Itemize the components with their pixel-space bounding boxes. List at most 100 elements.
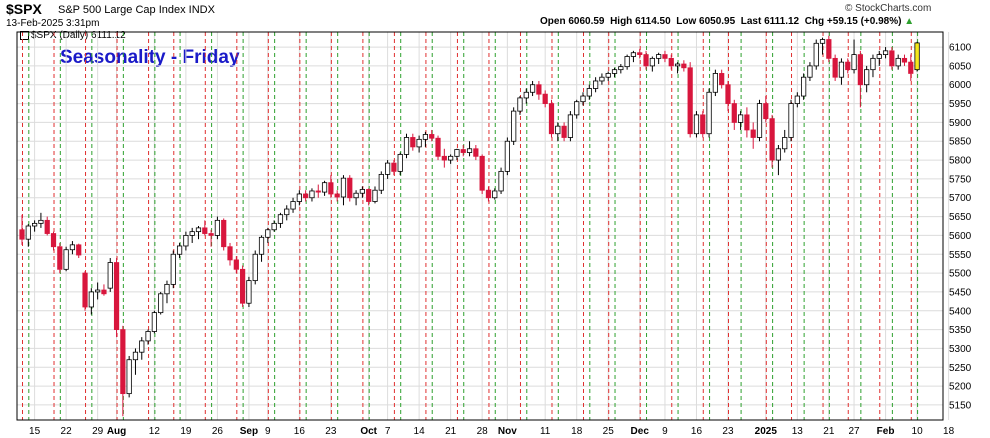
candle — [737, 111, 744, 130]
candle — [158, 291, 164, 315]
candle-body — [183, 235, 189, 247]
candle-body — [706, 91, 712, 135]
chg-value: +59.15 (+0.98%) — [826, 16, 902, 27]
candle-body — [82, 272, 88, 308]
candle — [719, 69, 725, 89]
candle-body — [725, 84, 731, 104]
candle-body — [277, 214, 284, 224]
candle — [624, 54, 630, 70]
candle — [611, 67, 618, 78]
candle-body — [870, 57, 876, 71]
x-tick-label: Nov — [498, 426, 517, 437]
candle-body — [542, 93, 548, 104]
candle — [50, 231, 57, 251]
candle — [511, 107, 517, 146]
x-tick-label: 18 — [943, 426, 955, 437]
x-tick-label: 23 — [325, 426, 337, 437]
candle — [82, 271, 88, 311]
candle-body — [63, 249, 69, 270]
x-tick-label: 15 — [29, 426, 41, 437]
x-tick-label: 25 — [603, 426, 615, 437]
y-tick-label: 6000 — [949, 80, 972, 91]
candle-body — [164, 283, 170, 295]
x-tick-label: 2025 — [755, 426, 778, 437]
x-tick-label: 12 — [149, 426, 161, 437]
candle — [523, 88, 529, 104]
candle — [38, 212, 44, 228]
x-tick-label: 19 — [180, 426, 192, 437]
candle — [744, 107, 750, 138]
candle — [164, 280, 170, 304]
watermark: © StockCharts.com — [845, 3, 932, 14]
candle-body — [233, 259, 239, 270]
candle-body — [151, 312, 157, 332]
y-tick-label: 6100 — [949, 43, 972, 54]
candle — [277, 212, 284, 228]
candle-body — [605, 73, 611, 78]
candle — [838, 58, 845, 85]
candle — [132, 348, 139, 375]
candle-body — [479, 155, 485, 191]
candle-body — [95, 289, 101, 293]
candle — [265, 227, 271, 243]
candle — [410, 133, 416, 151]
candle — [126, 355, 132, 398]
candle-body — [492, 190, 498, 199]
y-tick-label: 5550 — [949, 250, 972, 261]
candle — [542, 90, 548, 108]
candle-body — [271, 222, 277, 231]
candle-body — [807, 65, 813, 78]
candle-body — [756, 103, 763, 138]
candle-body — [737, 114, 744, 123]
candle — [586, 84, 592, 100]
x-tick-label: 21 — [823, 426, 835, 437]
candle-body — [567, 114, 574, 138]
candle-body — [857, 54, 863, 86]
candle-body — [227, 246, 233, 261]
price-stats: Open 6060.59 High 6114.50 Low 6050.95 La… — [540, 16, 914, 27]
open-value: 6060.59 — [568, 16, 605, 27]
candle — [101, 284, 107, 296]
candle — [864, 65, 870, 93]
candle — [561, 122, 567, 142]
candle-body — [309, 190, 315, 199]
y-tick-label: 5500 — [949, 269, 972, 280]
chart-datetime: 13-Feb-2025 3:31pm — [6, 18, 100, 29]
candle — [889, 47, 895, 70]
candle-body — [132, 351, 139, 361]
candle-body — [139, 340, 145, 353]
legend-text: $SPX (Daily) 6111.12 — [31, 30, 126, 41]
candle — [599, 73, 605, 85]
candle — [284, 205, 290, 221]
candle-body — [258, 236, 265, 255]
y-tick-label: 5800 — [949, 156, 972, 167]
last-label: Last — [740, 16, 762, 27]
candle-body — [303, 193, 309, 199]
y-tick-label: 5600 — [949, 231, 972, 242]
candle — [202, 220, 208, 236]
candle-body — [498, 170, 504, 192]
candle — [246, 276, 252, 307]
candle-body — [693, 114, 700, 135]
candle — [788, 99, 794, 142]
candle-body — [523, 91, 529, 99]
candle — [139, 337, 145, 360]
candle-body — [801, 76, 807, 97]
candle — [618, 64, 624, 74]
candle-body — [788, 103, 794, 138]
candle-body — [580, 95, 586, 103]
y-tick-label: 5300 — [949, 344, 972, 355]
candle — [687, 62, 693, 138]
candle — [120, 325, 126, 417]
candle — [674, 62, 681, 74]
candle — [76, 243, 82, 259]
candle-body — [662, 54, 668, 59]
candle-body — [838, 61, 845, 78]
candle-body — [384, 162, 391, 175]
overlay-title: Seasonality - Friday — [60, 47, 240, 68]
candle-body — [895, 57, 901, 67]
candle — [794, 92, 800, 108]
candle — [712, 69, 718, 97]
candle — [221, 218, 227, 251]
candle — [107, 258, 113, 292]
